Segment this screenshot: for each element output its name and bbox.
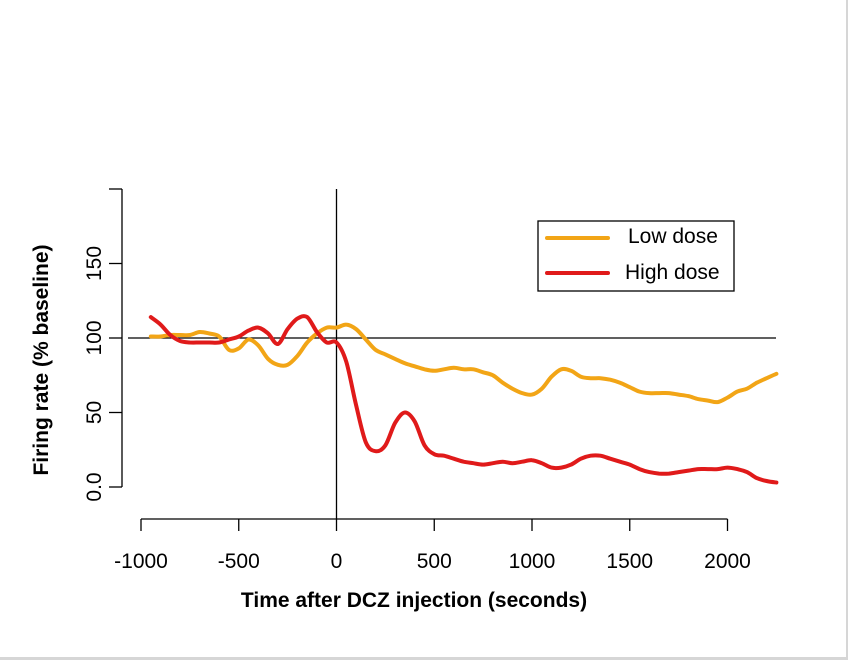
x-tick-label: 0 [331,550,343,573]
y-axis-title: Firing rate (% baseline) [30,244,53,475]
legend-label-low-dose: Low dose [628,225,718,248]
x-tick-label: 1500 [606,550,653,573]
series-line-high-dose [148,314,779,485]
x-axis: -1000 -500 0 500 1000 1500 2000 [114,518,751,573]
x-tick-label: -500 [218,550,260,573]
y-tick-label: 100 [83,320,106,355]
x-tick-label: 2000 [704,550,751,573]
legend-label-high-dose: High dose [625,261,720,284]
legend: Low dose High dose [537,220,735,292]
y-tick-label: 0.0 [83,472,106,501]
series-line-low-dose [148,322,779,405]
x-tick-label: -1000 [114,550,168,573]
series-layer [148,314,779,485]
x-tick-label: 500 [417,550,452,573]
x-axis-title: Time after DCZ injection (seconds) [241,589,587,612]
y-tick-label: 150 [83,246,106,281]
y-tick-label: 50 [83,401,106,424]
y-axis: 0.0 50 100 150 [83,188,123,502]
legend-box [537,220,735,292]
x-tick-label: 1000 [509,550,556,573]
